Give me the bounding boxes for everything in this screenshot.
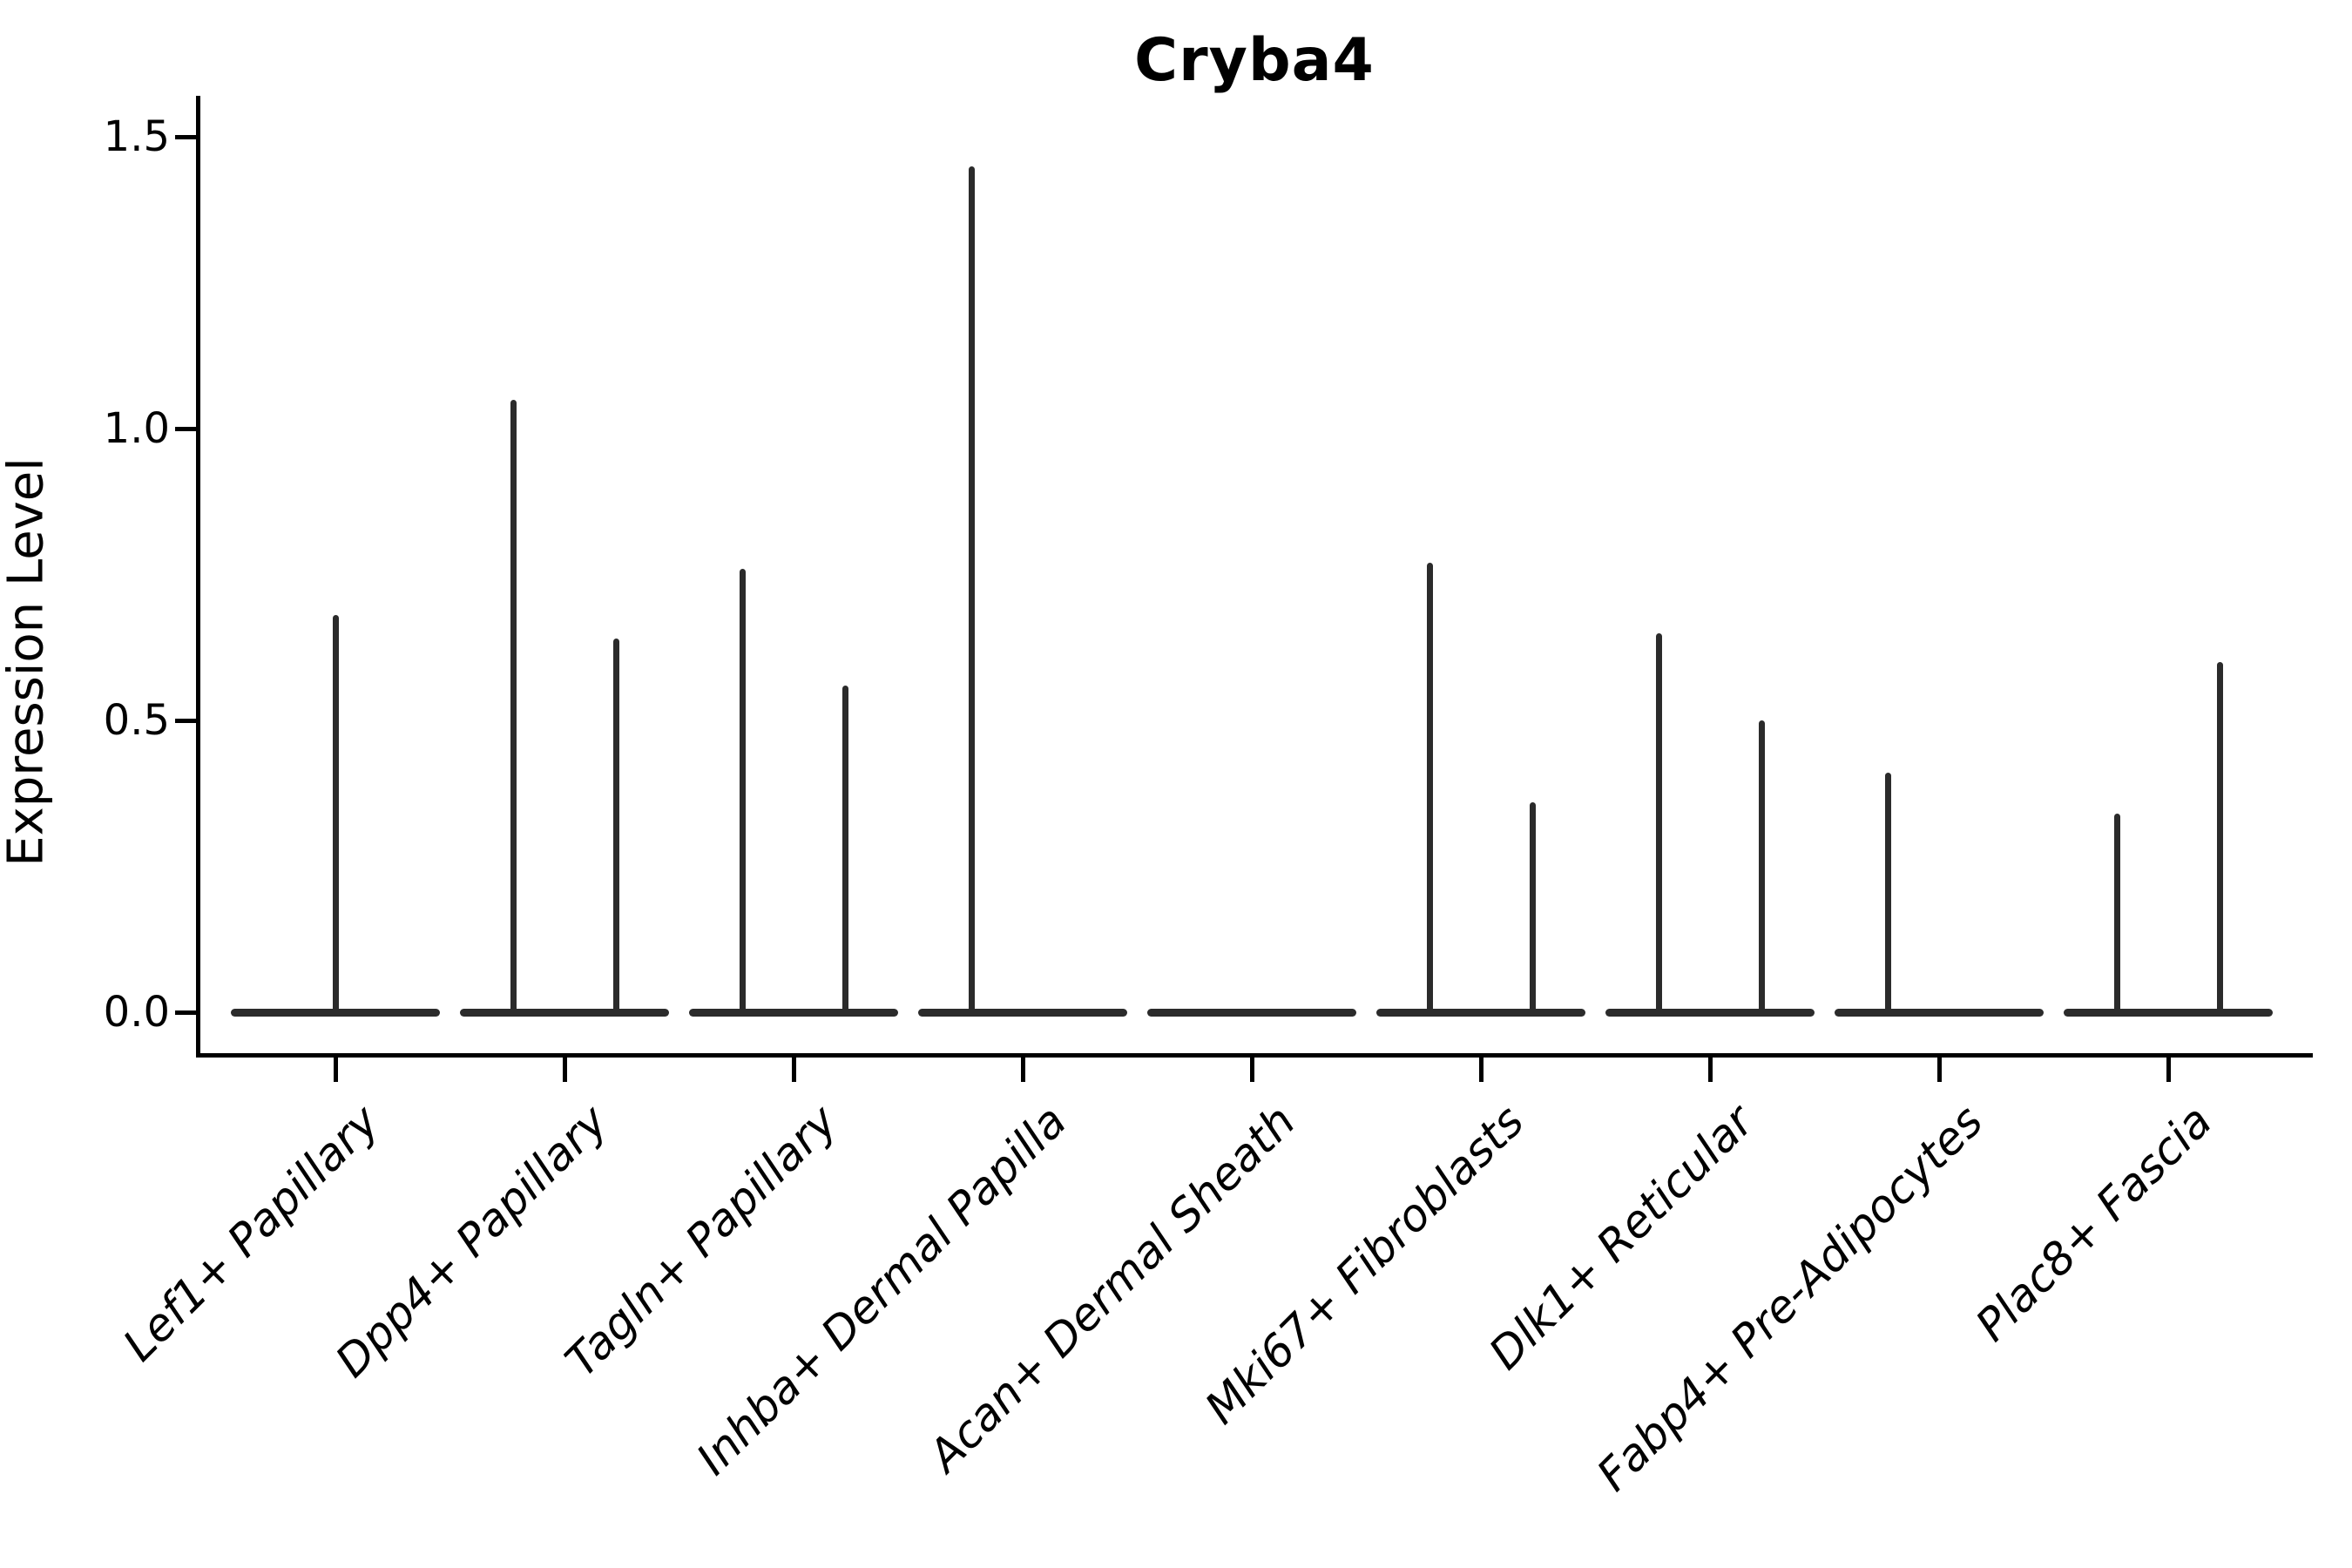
y-tick-mark <box>175 426 196 431</box>
y-axis-spine <box>196 96 200 1058</box>
violin-spike <box>2113 814 2120 1012</box>
x-tick-mark <box>2166 1058 2171 1082</box>
x-tick-mark <box>562 1058 567 1082</box>
violin-spike <box>332 615 339 1012</box>
violin-spike <box>1884 773 1891 1012</box>
violin-spike <box>2216 662 2223 1012</box>
violin-spike <box>968 166 975 1012</box>
x-axis-spine <box>196 1053 2313 1058</box>
x-tick-mark <box>1249 1058 1254 1082</box>
x-tick-label: Plac8+ Fascia <box>1966 1096 2222 1352</box>
violin-spike <box>1529 801 1536 1012</box>
violin-spike <box>739 568 746 1012</box>
violin-baseline <box>1376 1009 1585 1017</box>
violin-baseline <box>2064 1009 2273 1017</box>
violin-baseline <box>1835 1009 2044 1017</box>
chart-title: Cryba4 <box>1134 26 1375 95</box>
x-tick-label: Acan+ Dermal Sheath <box>919 1096 1306 1483</box>
x-tick-mark <box>333 1058 338 1082</box>
violin-spike <box>841 685 848 1012</box>
y-tick-mark <box>175 718 196 723</box>
y-tick-label: 1.0 <box>103 404 170 453</box>
x-tick-mark <box>1936 1058 1942 1082</box>
violin-baseline <box>918 1009 1127 1017</box>
violin-baseline <box>1147 1009 1356 1017</box>
y-tick-label: 0.0 <box>103 988 170 1037</box>
y-tick-mark <box>175 1010 196 1015</box>
violin-baseline <box>460 1009 669 1017</box>
x-tick-mark <box>791 1058 796 1082</box>
x-tick-mark <box>1020 1058 1025 1082</box>
violin-spike <box>1655 632 1662 1012</box>
y-tick-label: 0.5 <box>103 696 170 745</box>
y-tick-label: 1.5 <box>103 112 170 161</box>
violin-spike <box>1758 720 1765 1012</box>
violin-baseline <box>231 1009 440 1017</box>
violin-spike <box>510 399 517 1012</box>
y-tick-mark <box>175 134 196 139</box>
violin-spike <box>612 639 619 1012</box>
x-tick-label: Fabp4+ Pre-Adipocytes <box>1587 1096 1993 1502</box>
y-axis-label: Expression Level <box>0 457 55 867</box>
x-tick-mark <box>1707 1058 1713 1082</box>
violin-baseline <box>689 1009 898 1017</box>
violin-baseline <box>1605 1009 1815 1017</box>
x-tick-label: Inhba+ Dermal Papilla <box>686 1096 1077 1486</box>
x-tick-mark <box>1478 1058 1484 1082</box>
violin-spike <box>1426 563 1433 1012</box>
